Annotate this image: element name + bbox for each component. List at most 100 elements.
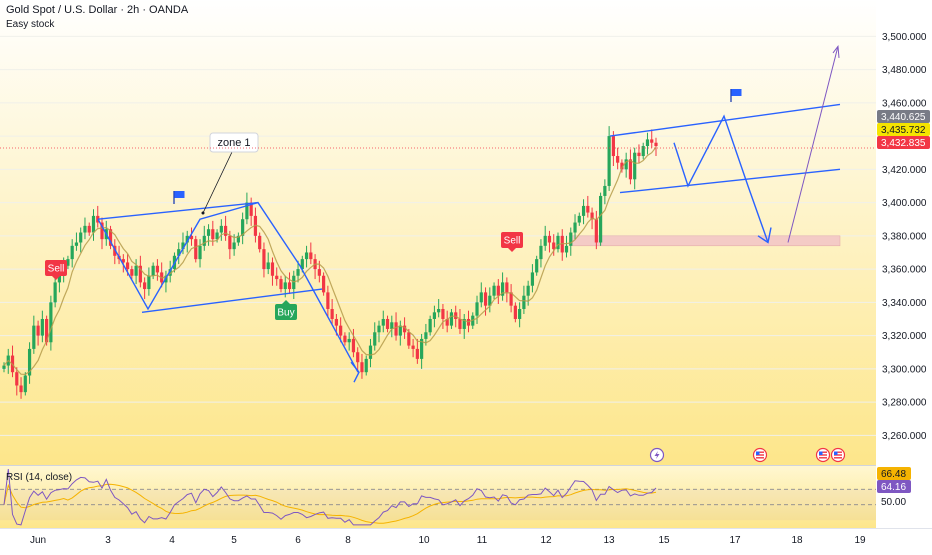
candle-body bbox=[326, 292, 330, 310]
us-flag-icon[interactable] bbox=[752, 447, 768, 463]
main-plot-background bbox=[0, 0, 876, 465]
support-zone[interactable] bbox=[571, 235, 841, 247]
rsi-line bbox=[3, 469, 657, 526]
price-tag-text: 3,432.835 bbox=[881, 138, 926, 149]
candle-body bbox=[633, 152, 637, 180]
candle-body bbox=[509, 292, 513, 306]
signal-sell-badge[interactable]: Sell bbox=[45, 260, 67, 280]
badge-pointer bbox=[282, 300, 290, 304]
candle-body bbox=[420, 338, 424, 359]
price-tag[interactable]: 3,435.732 bbox=[877, 123, 930, 136]
candle-body bbox=[189, 235, 194, 240]
candle-body bbox=[402, 325, 407, 333]
candle-body bbox=[607, 136, 611, 186]
candle-body bbox=[492, 285, 496, 296]
candle-body bbox=[462, 318, 466, 329]
time-axis[interactable] bbox=[0, 528, 932, 550]
target-arrow[interactable] bbox=[787, 46, 839, 243]
y-tick-label: 3,360.000 bbox=[882, 265, 927, 276]
channel-lower[interactable] bbox=[619, 168, 841, 194]
callout-leader bbox=[202, 151, 233, 214]
candle-body bbox=[45, 318, 49, 343]
candle-body bbox=[138, 265, 142, 283]
candle-body bbox=[15, 372, 19, 386]
price-tag-bg bbox=[877, 123, 930, 136]
candle-body bbox=[518, 309, 522, 319]
candle-body bbox=[194, 239, 198, 260]
trendline-lower[interactable] bbox=[141, 288, 323, 314]
price-axis[interactable] bbox=[876, 0, 932, 528]
candle-body bbox=[215, 232, 219, 240]
trendline-upper[interactable] bbox=[97, 201, 259, 220]
x-tick-label: Jun bbox=[30, 535, 46, 546]
tag-bg bbox=[877, 467, 911, 480]
x-tick-label: 11 bbox=[477, 535, 488, 546]
candle-body bbox=[36, 325, 40, 336]
candle-body bbox=[569, 232, 573, 246]
y-tick-label: 3,320.000 bbox=[882, 331, 927, 342]
flag-cloth bbox=[731, 89, 742, 96]
rsi-ma-value: 66.48 bbox=[881, 469, 906, 480]
price-tag-bg bbox=[877, 110, 930, 123]
projection-path[interactable] bbox=[673, 114, 769, 243]
callout-box[interactable] bbox=[209, 132, 259, 153]
candle-body bbox=[637, 152, 641, 157]
candle-body bbox=[258, 235, 262, 250]
candle-body bbox=[309, 252, 313, 260]
x-tick-label: 15 bbox=[658, 535, 670, 546]
candle-body bbox=[564, 245, 569, 253]
stripe bbox=[834, 451, 842, 453]
lightning-icon[interactable] bbox=[649, 447, 665, 463]
candle-body bbox=[211, 229, 215, 240]
zigzag-path[interactable] bbox=[97, 201, 359, 373]
candle-body bbox=[526, 285, 530, 296]
candle-body bbox=[27, 348, 32, 376]
candle-body bbox=[650, 139, 654, 143]
price-tag[interactable]: 3,432.835 bbox=[877, 136, 930, 149]
candle-body bbox=[202, 235, 206, 246]
indicator-name[interactable]: Easy stock bbox=[6, 19, 55, 30]
candle-body bbox=[377, 325, 381, 333]
candle-body bbox=[577, 215, 581, 223]
signal-sell-badge[interactable]: Sell bbox=[501, 232, 523, 252]
y-tick-label: 3,340.000 bbox=[882, 298, 927, 309]
candle-body bbox=[100, 222, 104, 240]
candle-body bbox=[125, 262, 130, 270]
us-flag-icon[interactable] bbox=[830, 447, 846, 463]
x-tick-label: 3 bbox=[105, 535, 111, 546]
y-tick-label: 3,380.000 bbox=[882, 231, 927, 242]
rsi-level-label: 50.00 bbox=[881, 497, 906, 508]
badge-body bbox=[501, 232, 523, 248]
candle-body bbox=[505, 282, 509, 293]
stripe bbox=[756, 454, 764, 456]
canton bbox=[819, 451, 823, 455]
candle-body bbox=[245, 202, 249, 220]
stripe bbox=[756, 457, 764, 459]
y-tick-label: 3,300.000 bbox=[882, 364, 927, 375]
candle-body bbox=[57, 275, 61, 283]
price-tag-text: 3,440.625 bbox=[881, 112, 926, 123]
rsi-label[interactable]: RSI (14, close) bbox=[6, 472, 72, 483]
price-tag[interactable]: 3,440.625 bbox=[877, 110, 930, 123]
arrow-head-icon bbox=[832, 44, 840, 58]
candle-body bbox=[168, 269, 172, 276]
rsi-band bbox=[0, 489, 876, 521]
x-tick-label: 18 bbox=[791, 535, 803, 546]
signal-buy-badge[interactable]: Buy bbox=[275, 300, 297, 320]
callout-text: zone 1 bbox=[217, 137, 250, 149]
candle-body bbox=[270, 262, 275, 276]
candle-body bbox=[624, 159, 628, 170]
us-flag-icon[interactable] bbox=[815, 447, 831, 463]
candle-body bbox=[616, 156, 620, 163]
stripe bbox=[834, 457, 842, 459]
chart-title[interactable]: Gold Spot / U.S. Dollar · 2h · OANDA bbox=[6, 4, 189, 16]
candle-body bbox=[500, 282, 505, 296]
candle-body bbox=[513, 305, 517, 319]
candle-body bbox=[496, 285, 500, 296]
candle-body bbox=[441, 309, 445, 319]
canton bbox=[834, 451, 838, 455]
badge-pointer bbox=[508, 248, 516, 252]
flag-icon bbox=[173, 191, 185, 204]
candle-body bbox=[40, 318, 44, 336]
